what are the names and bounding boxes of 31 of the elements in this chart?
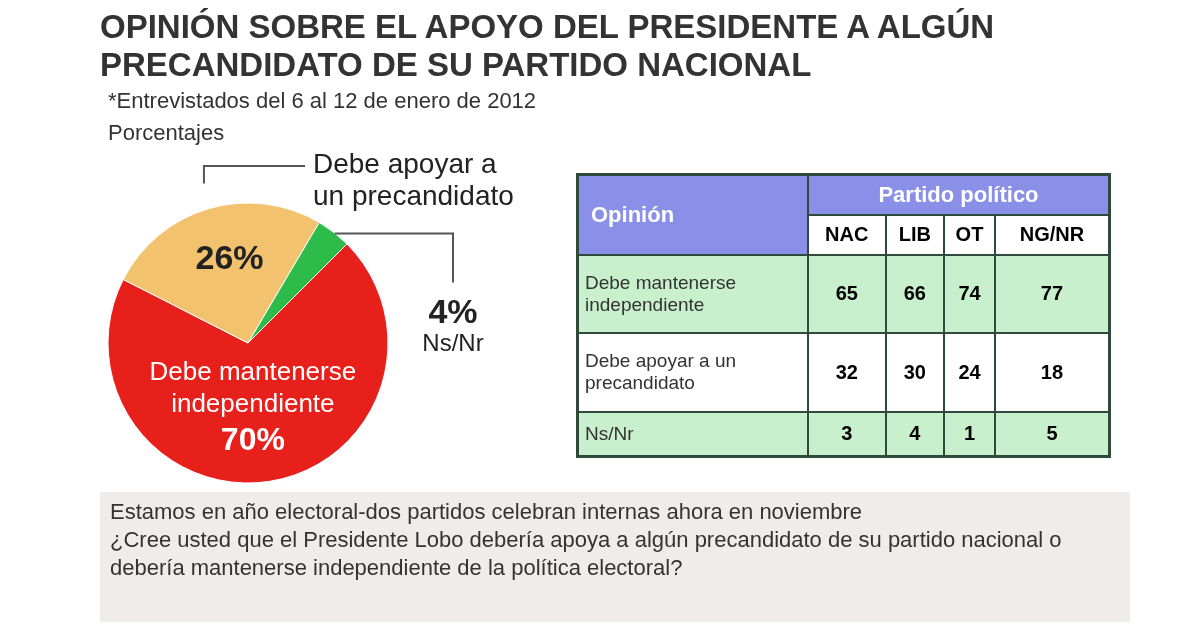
y-tick-label: Debe apoyar a un precandidato xyxy=(577,333,808,412)
x-tick-label: NAC xyxy=(808,214,886,255)
y-tick-label: Debe mantenerse independiente xyxy=(577,254,808,334)
data-label: 32 xyxy=(808,333,886,412)
x-axis-title: Partido político xyxy=(808,174,1110,215)
data-label: 18 xyxy=(994,333,1110,412)
x-tick-label: LIB xyxy=(885,214,945,255)
slice-label: Ns/Nr xyxy=(422,329,484,357)
data-label: 70% xyxy=(220,421,285,458)
data-label: 1 xyxy=(944,411,995,457)
chart-title: OPINIÓN SOBRE EL APOYO DEL PRESIDENTE A ALGÚN PRECANDIDATO DE SU PARTIDO NACIONAL xyxy=(100,8,996,84)
data-label: 5 xyxy=(994,411,1110,457)
data-label: 3 xyxy=(808,411,886,457)
x-tick-label: OT xyxy=(944,214,995,255)
data-label: 65 xyxy=(808,254,886,334)
x-tick-label: NG/NR xyxy=(994,214,1110,255)
y-axis-title: Opinión xyxy=(577,174,808,255)
data-label: 74 xyxy=(944,254,995,334)
y-tick-label: Ns/Nr xyxy=(577,411,808,457)
chart-subtitle: *Entrevistados del 6 al 12 de enero de 2012 xyxy=(108,88,537,114)
data-label: 30 xyxy=(885,333,945,412)
data-label: 24 xyxy=(944,333,995,412)
data-label: 66 xyxy=(885,254,945,334)
data-label: 4% xyxy=(428,292,478,331)
data-label: 4 xyxy=(885,411,945,457)
slice-label: Debe mantenerse independiente xyxy=(149,356,357,419)
slice-label: Debe apoyar a un precandidato xyxy=(313,148,514,211)
text: Estamos en año electoral-dos partidos celebran internas ahora en noviembre ¿Cree usted que el Presidente Lobo debería apoya a algún precandidato de su partido nacional o debería mantenerse independiente de la política electoral? xyxy=(109,498,1063,582)
data-label: 77 xyxy=(994,254,1110,334)
data-label: 26% xyxy=(195,238,264,277)
text: Porcentajes xyxy=(108,120,225,146)
